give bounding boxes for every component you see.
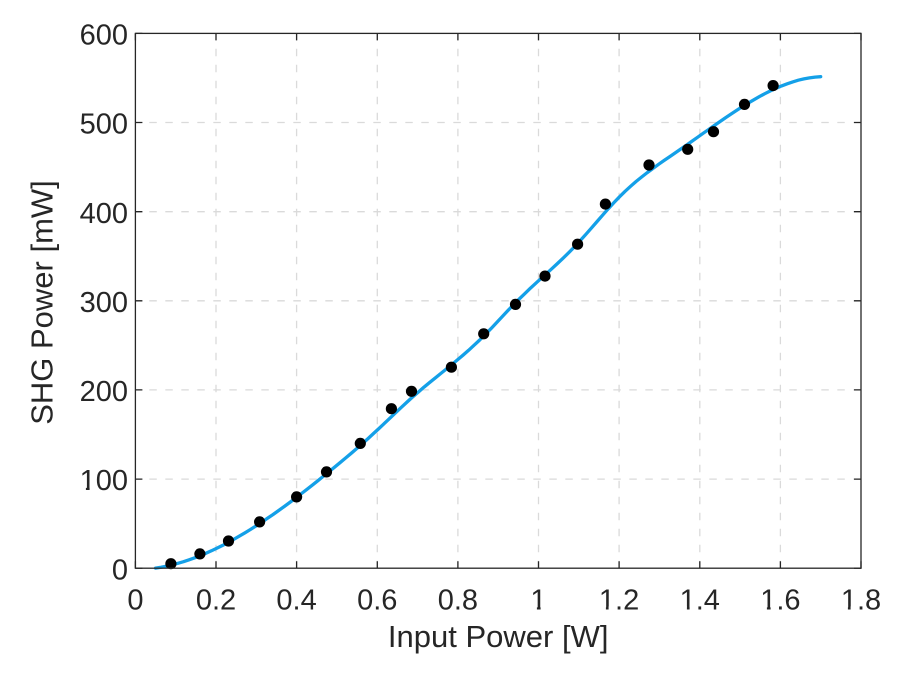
svg-text:500: 500 <box>80 109 128 141</box>
svg-text:0.2: 0.2 <box>196 585 236 617</box>
svg-text:0.4: 0.4 <box>276 585 316 617</box>
svg-text:SHG Power [mW]: SHG Power [mW] <box>24 180 59 425</box>
svg-text:300: 300 <box>80 287 128 319</box>
svg-text:1.6: 1.6 <box>760 585 800 617</box>
svg-text:1.4: 1.4 <box>680 585 720 617</box>
svg-text:100: 100 <box>80 465 128 497</box>
svg-text:1: 1 <box>530 585 546 617</box>
svg-text:400: 400 <box>80 198 128 230</box>
svg-text:600: 600 <box>80 20 128 52</box>
svg-text:Input Power [W]: Input Power [W] <box>388 619 609 654</box>
svg-text:0: 0 <box>112 554 128 586</box>
svg-text:0.8: 0.8 <box>438 585 478 617</box>
svg-text:0: 0 <box>127 585 143 617</box>
svg-text:0.6: 0.6 <box>357 585 397 617</box>
svg-text:1.8: 1.8 <box>841 585 881 617</box>
svg-text:200: 200 <box>80 376 128 408</box>
svg-text:1.2: 1.2 <box>599 585 639 617</box>
